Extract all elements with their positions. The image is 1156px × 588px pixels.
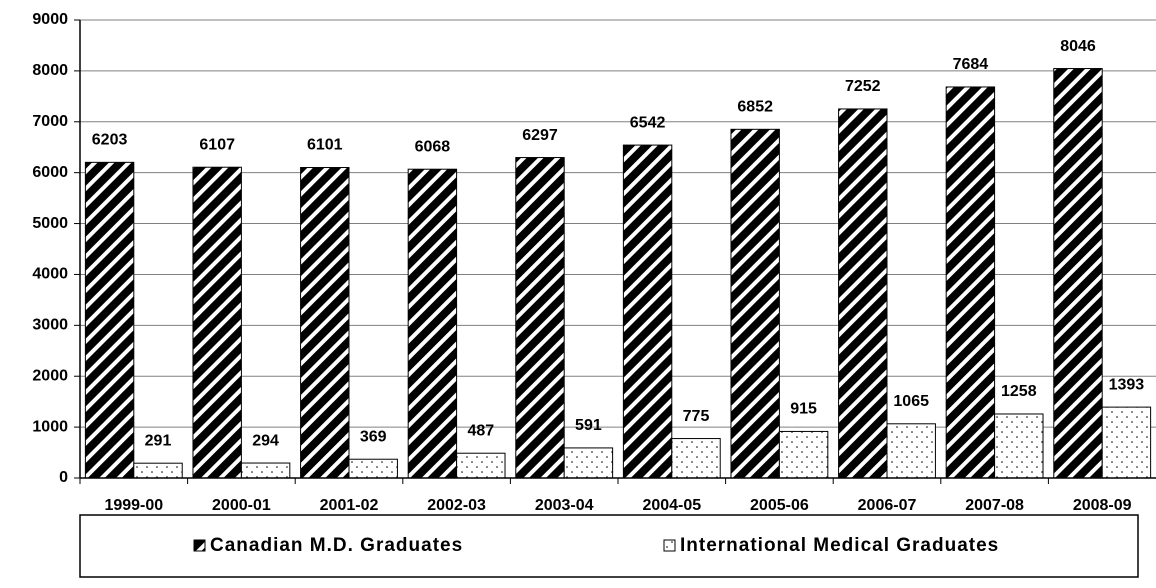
bar bbox=[84, 161, 135, 479]
bar bbox=[886, 423, 936, 479]
x-tick-label: 2008-09 bbox=[1073, 497, 1132, 514]
data-label: 8046 bbox=[1060, 38, 1096, 55]
bar bbox=[778, 430, 829, 479]
bar bbox=[407, 168, 458, 479]
bar bbox=[945, 86, 996, 479]
data-label: 6068 bbox=[415, 138, 451, 155]
x-tick-label: 2000-01 bbox=[212, 497, 271, 514]
y-tick-label: 0 bbox=[59, 469, 68, 486]
data-label: 6297 bbox=[522, 127, 558, 144]
y-tick-label: 6000 bbox=[32, 164, 68, 181]
x-tick-label: 2002-03 bbox=[427, 497, 486, 514]
bar bbox=[348, 458, 398, 479]
bar bbox=[192, 166, 242, 479]
bar bbox=[515, 157, 565, 479]
data-label: 7252 bbox=[845, 78, 881, 95]
data-label: 1258 bbox=[1001, 383, 1037, 400]
x-tick-label: 2006-07 bbox=[858, 497, 917, 514]
y-tick-label: 4000 bbox=[32, 266, 68, 283]
legend-swatch bbox=[663, 539, 676, 552]
data-label: 291 bbox=[145, 432, 172, 449]
y-tick-label: 3000 bbox=[32, 317, 68, 334]
data-label: 6101 bbox=[307, 137, 343, 154]
bar bbox=[456, 452, 506, 479]
legend-label: Canadian M.D. Graduates bbox=[210, 535, 463, 556]
data-label: 6107 bbox=[199, 136, 235, 153]
data-label: 915 bbox=[790, 401, 817, 418]
data-label: 1065 bbox=[893, 393, 929, 410]
bar bbox=[1053, 68, 1103, 479]
x-tick-label: 2005-06 bbox=[750, 497, 809, 514]
bar bbox=[1101, 406, 1152, 479]
legend-label: International Medical Graduates bbox=[680, 535, 999, 556]
y-tick-label: 5000 bbox=[32, 215, 68, 232]
legend-box bbox=[79, 514, 1139, 578]
data-label: 591 bbox=[575, 417, 602, 434]
x-tick-label: 2003-04 bbox=[535, 497, 594, 514]
bar bbox=[240, 462, 291, 479]
bar bbox=[300, 167, 350, 479]
data-label: 6542 bbox=[630, 114, 666, 131]
data-label: 1393 bbox=[1109, 376, 1145, 393]
data-label: 6203 bbox=[92, 132, 128, 149]
y-tick-label: 1000 bbox=[32, 418, 68, 435]
x-tick-label: 2001-02 bbox=[320, 497, 379, 514]
x-tick-label: 1999-00 bbox=[104, 497, 163, 514]
data-label: 7684 bbox=[953, 56, 989, 73]
y-tick-label: 2000 bbox=[32, 367, 68, 384]
y-tick-label: 9000 bbox=[32, 11, 68, 28]
bar bbox=[994, 413, 1044, 479]
bar bbox=[133, 462, 183, 479]
bar bbox=[622, 144, 673, 479]
legend-swatch bbox=[193, 539, 206, 552]
data-label: 775 bbox=[683, 408, 710, 425]
bar bbox=[730, 128, 780, 479]
x-tick-label: 2004-05 bbox=[642, 497, 701, 514]
data-label: 487 bbox=[467, 422, 494, 439]
bar bbox=[671, 438, 721, 479]
bar bbox=[563, 447, 614, 479]
x-tick-label: 2007-08 bbox=[965, 497, 1024, 514]
data-label: 6852 bbox=[737, 99, 773, 116]
y-tick-label: 7000 bbox=[32, 113, 68, 130]
y-tick-label: 8000 bbox=[32, 62, 68, 79]
data-label: 294 bbox=[252, 432, 279, 449]
data-label: 369 bbox=[360, 428, 387, 445]
bar bbox=[838, 108, 888, 479]
